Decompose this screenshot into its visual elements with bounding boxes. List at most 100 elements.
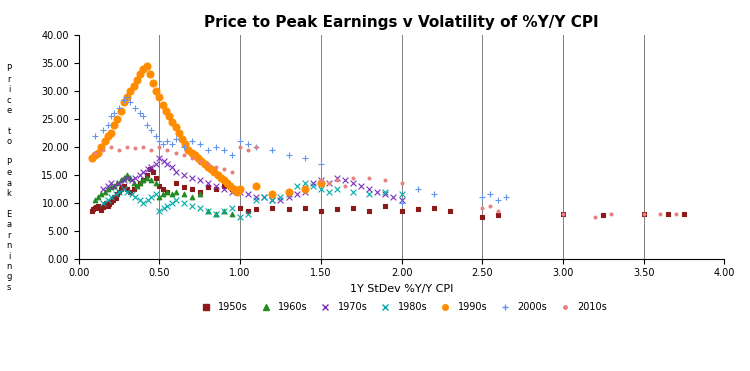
Point xyxy=(88,133,101,139)
Point xyxy=(234,189,246,195)
Point xyxy=(158,158,170,164)
Point xyxy=(92,203,104,209)
Point xyxy=(118,183,130,189)
Point xyxy=(234,138,246,144)
Point xyxy=(140,175,152,181)
Point xyxy=(363,175,375,181)
Point xyxy=(150,191,162,197)
Point xyxy=(242,211,254,217)
Point xyxy=(154,138,166,144)
Point xyxy=(363,208,375,214)
Point xyxy=(157,191,169,197)
Point xyxy=(128,83,140,89)
Point xyxy=(92,194,104,200)
Point xyxy=(251,197,262,203)
Point xyxy=(298,180,310,186)
Point xyxy=(157,102,169,108)
Point xyxy=(234,186,246,192)
Point xyxy=(339,177,351,183)
Point xyxy=(209,169,220,175)
Point xyxy=(380,191,392,197)
Point xyxy=(186,155,198,161)
Point xyxy=(251,144,262,150)
Point xyxy=(307,180,319,186)
Point xyxy=(371,189,383,195)
Point xyxy=(140,122,152,128)
Point xyxy=(234,144,246,150)
Point xyxy=(228,186,240,192)
Point xyxy=(597,212,609,218)
Point xyxy=(115,177,127,183)
Point xyxy=(118,175,130,181)
Point xyxy=(266,191,278,197)
Point xyxy=(94,206,106,211)
Point xyxy=(154,155,166,161)
Point xyxy=(154,94,166,100)
Point xyxy=(202,208,214,214)
Point xyxy=(484,191,496,197)
Point xyxy=(104,201,116,207)
Point xyxy=(122,94,134,100)
Point xyxy=(118,177,130,183)
Point xyxy=(202,147,214,153)
Point xyxy=(112,191,124,197)
Point xyxy=(218,183,230,189)
Point xyxy=(170,124,182,130)
Point xyxy=(161,147,173,153)
Point xyxy=(258,194,270,200)
Point xyxy=(154,183,166,189)
Point xyxy=(118,96,130,102)
Point xyxy=(331,175,343,181)
Point xyxy=(412,186,424,192)
Point xyxy=(166,191,178,197)
Point xyxy=(128,186,140,192)
Point xyxy=(102,197,114,203)
Point xyxy=(283,152,295,158)
Point xyxy=(124,88,136,94)
Point xyxy=(88,152,101,158)
Point xyxy=(590,214,602,220)
Point xyxy=(251,207,262,213)
Point xyxy=(189,152,201,158)
Point xyxy=(102,203,114,209)
Point xyxy=(662,211,674,217)
Point xyxy=(315,177,327,183)
Point xyxy=(126,177,138,183)
Point xyxy=(395,197,407,203)
Point xyxy=(110,191,122,197)
Point xyxy=(178,152,190,158)
Point xyxy=(137,113,149,119)
Point xyxy=(202,164,214,170)
Point xyxy=(274,194,286,200)
Point xyxy=(226,186,238,192)
Point xyxy=(118,99,130,105)
Point xyxy=(298,189,310,195)
Point xyxy=(290,191,302,197)
Point xyxy=(122,144,134,150)
Point xyxy=(194,191,206,197)
Point xyxy=(251,194,262,200)
Point xyxy=(122,175,134,181)
Point xyxy=(218,186,230,192)
Point xyxy=(178,172,190,178)
Point xyxy=(678,211,690,217)
Point xyxy=(186,138,198,144)
Point xyxy=(112,180,124,186)
Point xyxy=(140,63,152,69)
Point xyxy=(87,207,99,213)
Point xyxy=(137,144,149,150)
Point xyxy=(211,172,223,178)
Point xyxy=(144,166,156,172)
Point xyxy=(182,147,194,153)
Point xyxy=(380,203,392,209)
Point xyxy=(242,208,254,214)
Point xyxy=(395,180,407,186)
Point xyxy=(214,175,226,181)
Point xyxy=(129,175,141,181)
Point xyxy=(113,180,125,186)
Point xyxy=(137,177,149,183)
Point xyxy=(283,194,295,200)
Legend: 1950s, 1960s, 1970s, 1980s, 1990s, 2000s, 2010s: 1950s, 1960s, 1970s, 1980s, 1990s, 2000s… xyxy=(192,299,611,316)
Point xyxy=(170,197,182,203)
Point xyxy=(92,150,104,155)
